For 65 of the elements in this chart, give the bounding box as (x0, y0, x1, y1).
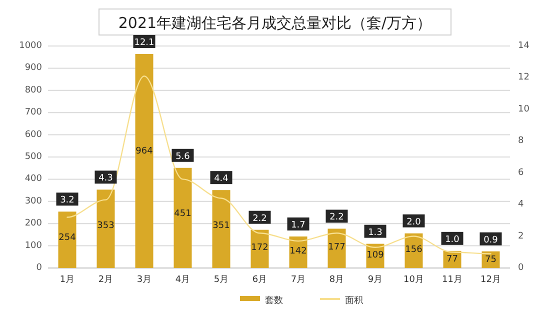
y-tick-label: 700 (24, 108, 42, 118)
y-tick-label: 0 (36, 263, 42, 273)
legend-label: 面积 (345, 296, 363, 306)
y2-tick-label: 8 (518, 136, 524, 146)
data-label: 353 (97, 220, 114, 231)
y-tick-label: 1000 (19, 41, 42, 51)
data-label: 1.3 (368, 228, 382, 238)
y-tick-label: 900 (24, 63, 42, 74)
x-tick-label: 8月 (329, 275, 344, 285)
data-label: 4.4 (214, 174, 229, 184)
data-label: 77 (446, 254, 458, 265)
data-label: 177 (328, 242, 346, 252)
data-label: 2.2 (252, 214, 267, 224)
data-label: 156 (405, 244, 423, 255)
y2-tick-label: 10 (518, 104, 530, 114)
x-tick-label: 7月 (290, 275, 306, 285)
y2-tick-label: 4 (518, 200, 524, 210)
data-label: 3.2 (60, 196, 74, 206)
bar (96, 190, 115, 268)
x-tick-label: 5月 (214, 275, 229, 285)
data-label: 351 (212, 221, 230, 232)
bar (212, 190, 230, 268)
data-label: 75 (485, 254, 496, 265)
data-label: 451 (174, 208, 192, 219)
data-label: 109 (366, 250, 384, 261)
data-label: 12.1 (134, 38, 154, 48)
y2-tick-label: 14 (518, 41, 530, 51)
data-label: 142 (290, 246, 307, 257)
data-label: 964 (136, 146, 154, 156)
data-label: 172 (251, 243, 268, 253)
y-tick-label: 200 (24, 218, 42, 229)
y2-tick-label: 0 (518, 263, 524, 273)
data-label: 4.3 (98, 174, 113, 184)
y-tick-label: 800 (24, 85, 42, 96)
bar (328, 228, 346, 268)
x-tick-label: 9月 (368, 275, 383, 285)
data-label: 1.0 (445, 234, 460, 245)
data-label: 0.9 (484, 235, 498, 246)
data-label: 5.6 (176, 152, 190, 162)
data-label: 2.0 (406, 217, 422, 228)
bar (58, 212, 76, 268)
x-tick-label: 12月 (480, 275, 501, 285)
x-tick-label: 3月 (136, 275, 152, 285)
bar (135, 54, 154, 268)
chart-title: 2021年建湖住宅各月成交总量对比（套/万方） (118, 14, 432, 32)
y-tick-label: 300 (24, 196, 42, 206)
y-tick-label: 400 (24, 174, 42, 184)
y-tick-label: 100 (24, 240, 42, 251)
x-tick-label: 4月 (175, 275, 190, 285)
y2-tick-label: 6 (518, 168, 524, 178)
bar (174, 168, 192, 268)
data-label: 254 (58, 232, 76, 243)
x-tick-label: 2月 (98, 275, 114, 285)
x-tick-label: 1月 (60, 275, 75, 285)
x-tick-label: 10月 (404, 275, 424, 285)
y2-tick-label: 12 (518, 72, 530, 83)
legend-label: 套数 (265, 295, 283, 306)
y2-tick-label: 2 (518, 231, 524, 242)
x-tick-label: 11月 (442, 275, 462, 285)
y-tick-label: 500 (24, 152, 42, 162)
data-label: 2.2 (330, 212, 344, 223)
y-tick-label: 600 (24, 130, 42, 140)
x-tick-label: 6月 (252, 275, 268, 285)
bar (250, 230, 269, 268)
data-label: 1.7 (291, 220, 306, 230)
